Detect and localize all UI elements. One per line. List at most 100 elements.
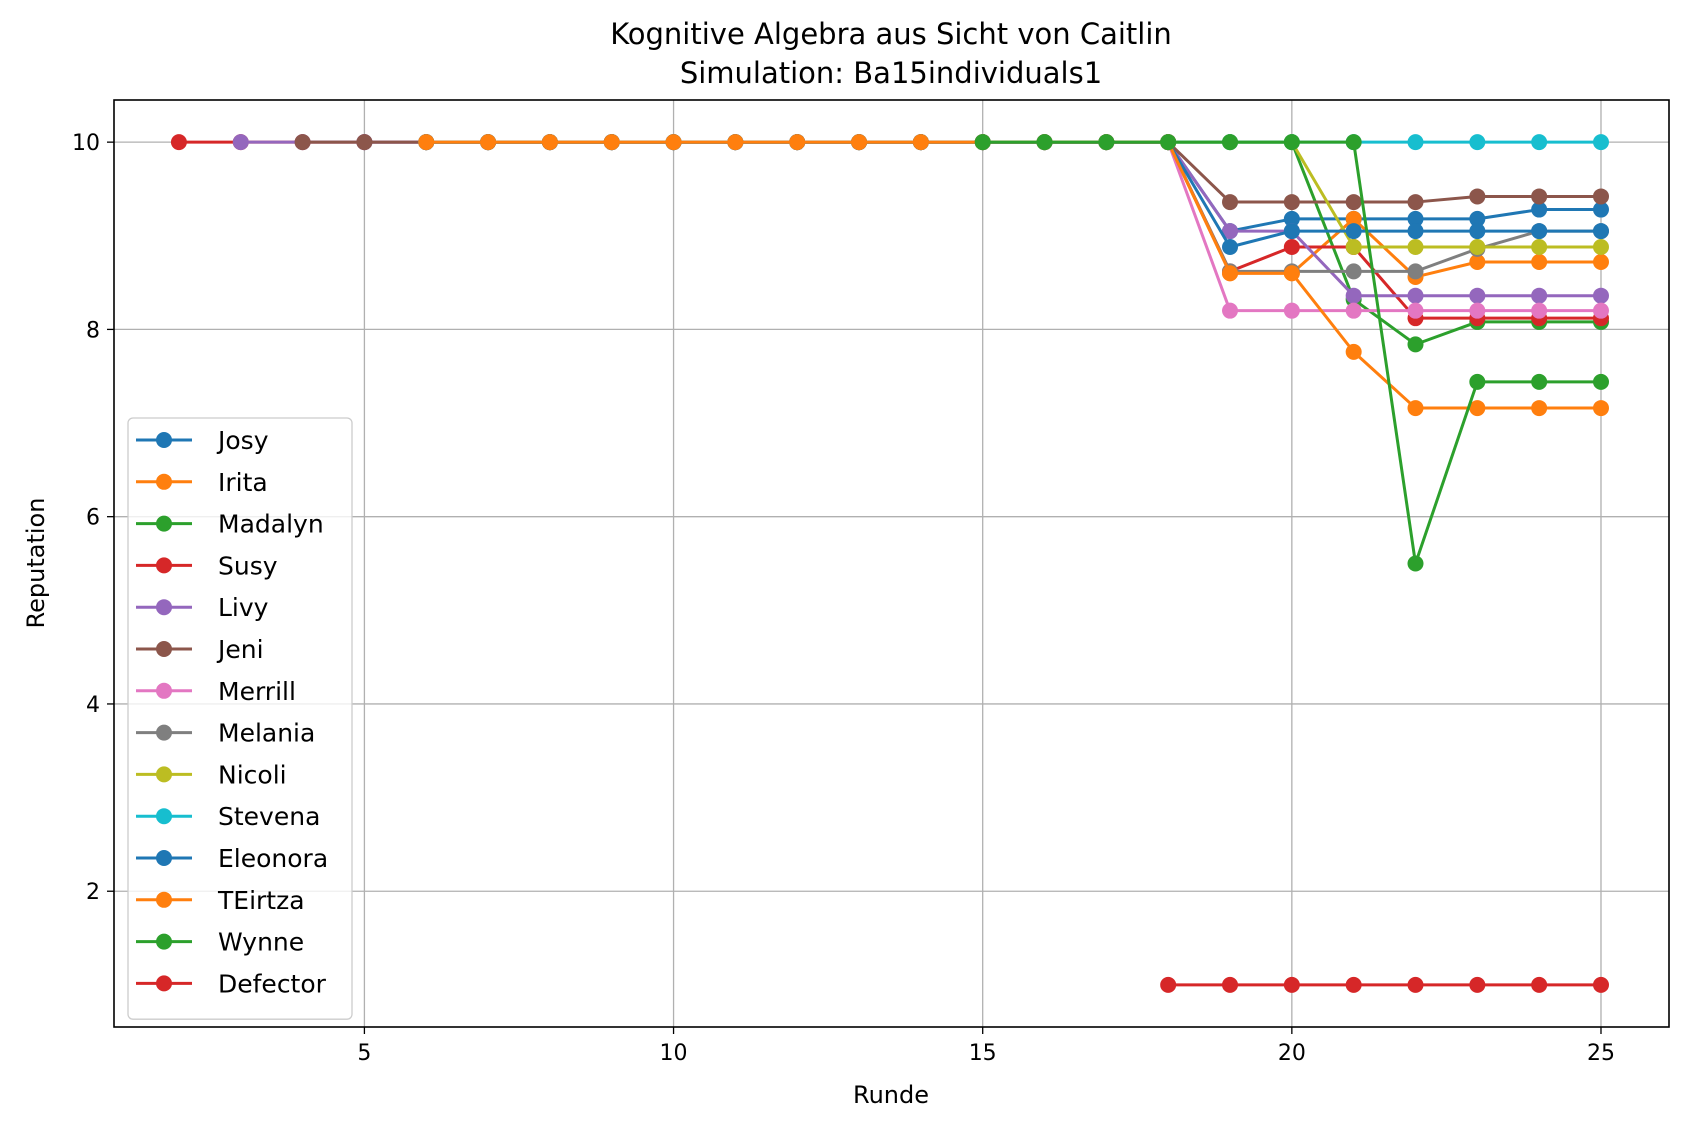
data-point	[1469, 400, 1486, 417]
data-point	[1098, 134, 1115, 151]
data-point	[1283, 976, 1300, 993]
legend-marker	[156, 891, 172, 908]
data-point	[356, 134, 373, 151]
data-point	[1222, 302, 1239, 319]
legend-item: Eleonora	[136, 844, 328, 873]
legend-marker	[156, 975, 172, 992]
data-point	[1283, 223, 1300, 240]
y-tick-label: 6	[86, 506, 100, 531]
data-point	[1469, 302, 1486, 319]
legend-marker	[156, 599, 172, 616]
data-point	[1531, 201, 1548, 218]
data-point	[1345, 343, 1362, 360]
data-point	[1592, 373, 1609, 390]
data-point	[1407, 336, 1424, 353]
data-point	[1345, 134, 1362, 151]
legend-box	[127, 417, 353, 1020]
data-point	[1407, 210, 1424, 227]
x-tick-label: 5	[357, 1041, 371, 1066]
data-point	[1407, 223, 1424, 240]
data-point	[1531, 253, 1548, 270]
x-tick-label: 15	[969, 1041, 997, 1066]
legend-label: TEirtza	[217, 886, 305, 915]
data-point	[974, 134, 991, 151]
chart-title: Kognitive Algebra aus Sicht von Caitlin	[610, 17, 1172, 51]
legend-label: Stevena	[218, 802, 320, 831]
data-point	[1592, 188, 1609, 205]
legend-item: Nicoli	[136, 760, 287, 789]
data-point	[1222, 976, 1239, 993]
data-point	[541, 134, 558, 151]
series-defector	[1160, 976, 1609, 993]
legend-label: Defector	[218, 969, 327, 998]
legend-marker	[156, 515, 172, 532]
data-point	[1283, 210, 1300, 227]
data-point	[1592, 302, 1609, 319]
data-point	[1592, 134, 1609, 151]
data-point	[1531, 239, 1548, 256]
legend-item: Stevena	[136, 802, 320, 831]
legend-marker	[156, 432, 172, 448]
data-point	[1345, 302, 1362, 319]
x-axis-label: Runde	[853, 1081, 929, 1109]
data-point	[1469, 134, 1486, 151]
legend-item: Wynne	[136, 928, 304, 957]
data-point	[1283, 265, 1300, 282]
legend-item: Jeni	[136, 635, 264, 664]
legend-label: Nicoli	[218, 760, 287, 789]
data-point	[1283, 134, 1300, 151]
plot-frame	[113, 99, 1670, 1028]
data-point	[1531, 188, 1548, 205]
legend-item: Susy	[136, 551, 278, 580]
data-point	[1407, 555, 1424, 572]
data-point	[1407, 239, 1424, 256]
data-point	[1407, 976, 1424, 993]
data-point	[1407, 287, 1424, 304]
data-point	[1283, 194, 1300, 211]
data-point	[480, 134, 497, 151]
data-point	[1160, 976, 1177, 993]
legend-item: Madalyn	[136, 510, 324, 539]
data-point	[1592, 287, 1609, 304]
data-point	[1283, 302, 1300, 319]
data-point	[1222, 134, 1239, 151]
data-point	[1531, 223, 1548, 240]
data-point	[1469, 287, 1486, 304]
data-point	[1345, 263, 1362, 280]
y-tick-label: 2	[86, 880, 100, 905]
legend: Josy Irita Madalyn Susy Livy Jeni Merrill Melan…	[127, 417, 353, 1020]
data-point	[1222, 194, 1239, 211]
data-point	[1160, 134, 1177, 151]
legend-item: Defector	[136, 969, 327, 998]
data-point	[1469, 253, 1486, 270]
data-point	[1531, 373, 1548, 390]
legend-marker	[156, 850, 172, 866]
legend-marker	[156, 766, 172, 783]
data-point	[1592, 201, 1609, 218]
data-point	[1283, 239, 1300, 256]
data-point	[1531, 287, 1548, 304]
legend-marker	[156, 641, 172, 657]
data-point	[1036, 134, 1053, 151]
data-point	[1407, 400, 1424, 417]
data-point	[1345, 210, 1362, 227]
data-point	[1469, 976, 1486, 993]
legend-item: Irita	[136, 468, 268, 497]
data-point	[1345, 976, 1362, 993]
data-point	[1531, 976, 1548, 993]
x-tick-label: 10	[660, 1041, 688, 1066]
y-tick-label: 4	[86, 693, 100, 718]
data-point	[1531, 302, 1548, 319]
data-point	[1469, 239, 1486, 256]
data-point	[1345, 239, 1362, 256]
data-point	[1531, 400, 1548, 417]
data-point	[1592, 976, 1609, 993]
chart-subtitle: Simulation: Ba15individuals1	[680, 56, 1102, 90]
data-point	[1222, 239, 1239, 256]
data-point	[912, 134, 929, 151]
data-point	[665, 134, 682, 151]
data-point	[1407, 194, 1424, 211]
data-point	[1592, 239, 1609, 256]
series-layer	[170, 134, 1609, 993]
data-point	[170, 134, 187, 151]
